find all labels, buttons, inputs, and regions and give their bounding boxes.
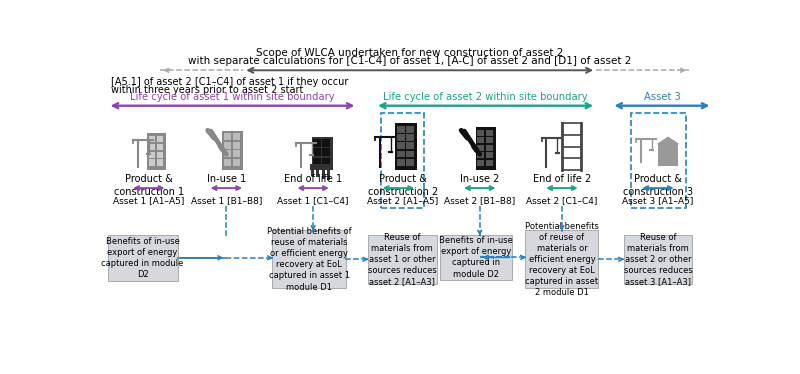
Text: with separate calculations for [C1-C4] of asset 1, [A-C] of asset 2 and [D1] of : with separate calculations for [C1-C4] o… xyxy=(188,56,632,66)
Text: Asset 2 [B1–B8]: Asset 2 [B1–B8] xyxy=(444,197,515,206)
Bar xyxy=(157,151,162,158)
FancyBboxPatch shape xyxy=(623,235,693,284)
Text: [A5.1] of asset 2 [C1–C4] of asset 1 if they occur: [A5.1] of asset 2 [C1–C4] of asset 1 if … xyxy=(111,77,348,87)
Bar xyxy=(381,113,424,208)
Bar xyxy=(397,142,405,149)
Bar xyxy=(149,159,155,166)
Text: Product &
construction 3: Product & construction 3 xyxy=(623,174,693,197)
Bar xyxy=(397,151,405,157)
Text: Reuse of
materials from
asset 2 or other
sources reduces
asset 3 [A1–A3]: Reuse of materials from asset 2 or other… xyxy=(624,233,692,286)
Text: Asset 1 [A1–A5]: Asset 1 [A1–A5] xyxy=(113,197,185,206)
Bar xyxy=(406,134,414,141)
Bar xyxy=(224,159,231,166)
Text: within three years prior to asset 2 start: within three years prior to asset 2 star… xyxy=(111,85,303,95)
Bar xyxy=(406,159,414,166)
Text: Benefits of in-use
export of energy
captured in module
D2: Benefits of in-use export of energy capt… xyxy=(102,237,184,279)
Text: Asset 3 [A1–A5]: Asset 3 [A1–A5] xyxy=(622,197,694,206)
Text: In-use 1: In-use 1 xyxy=(206,174,246,184)
Bar xyxy=(224,142,231,149)
Text: Asset 1 [B1–B8]: Asset 1 [B1–B8] xyxy=(190,197,262,206)
Bar xyxy=(486,160,493,166)
Bar xyxy=(486,152,493,158)
Bar xyxy=(233,159,239,166)
Bar xyxy=(322,158,330,166)
Bar xyxy=(233,150,239,157)
FancyBboxPatch shape xyxy=(273,230,346,288)
Text: Asset 3: Asset 3 xyxy=(643,92,680,102)
Bar xyxy=(397,134,405,141)
Text: Asset 2 [C1–C4]: Asset 2 [C1–C4] xyxy=(526,197,598,206)
Text: Potential benefits of
reuse of materials
or efficient energy
recovery at EoL
cap: Potential benefits of reuse of materials… xyxy=(267,227,351,292)
Bar xyxy=(631,113,686,208)
Bar xyxy=(327,170,330,180)
Bar xyxy=(322,148,330,156)
Bar xyxy=(395,123,417,170)
FancyBboxPatch shape xyxy=(368,235,437,284)
Bar xyxy=(406,142,414,149)
Bar xyxy=(310,170,314,176)
Text: End of life 2: End of life 2 xyxy=(533,174,591,184)
Bar xyxy=(222,131,242,170)
Text: Life cycle of asset 2 within site boundary: Life cycle of asset 2 within site bounda… xyxy=(383,92,588,102)
Bar xyxy=(233,134,239,140)
Text: In-use 2: In-use 2 xyxy=(460,174,499,184)
Bar xyxy=(313,139,321,147)
Text: Scope of WLCA undertaken for new construction of asset 2: Scope of WLCA undertaken for new constru… xyxy=(256,48,564,58)
Bar xyxy=(406,126,414,132)
Bar xyxy=(478,160,485,166)
Bar xyxy=(313,148,321,156)
Text: Reuse of
materials from
asset 1 or other
sources reduces
asset 2 [A1–A3]: Reuse of materials from asset 1 or other… xyxy=(368,233,437,286)
FancyBboxPatch shape xyxy=(108,235,178,280)
Bar xyxy=(397,126,405,132)
Bar xyxy=(157,136,162,142)
Polygon shape xyxy=(657,137,680,144)
Text: Benefits of in-use
export of energy
captured in
module D2: Benefits of in-use export of energy capt… xyxy=(439,236,513,279)
Bar xyxy=(397,159,405,166)
FancyBboxPatch shape xyxy=(526,230,598,288)
Text: Product &
construction 2: Product & construction 2 xyxy=(368,174,438,197)
Bar xyxy=(149,136,155,142)
Bar xyxy=(233,142,239,149)
Text: Asset 2 [A1–A5]: Asset 2 [A1–A5] xyxy=(367,197,438,206)
Bar xyxy=(478,152,485,158)
FancyBboxPatch shape xyxy=(440,235,511,280)
Bar xyxy=(149,144,155,150)
Bar xyxy=(157,159,162,166)
Bar xyxy=(316,170,319,177)
Bar xyxy=(322,170,325,179)
Text: Potential benefits
of reuse of
materials or
efficient energy
recovery at EoL
cap: Potential benefits of reuse of materials… xyxy=(525,221,599,297)
Bar xyxy=(147,134,166,170)
Bar xyxy=(486,129,493,136)
Bar xyxy=(310,164,334,170)
Bar xyxy=(486,137,493,143)
Bar xyxy=(486,145,493,151)
Text: End of life 1: End of life 1 xyxy=(284,174,342,184)
Text: Asset 1 [C1–C4]: Asset 1 [C1–C4] xyxy=(278,197,349,206)
Bar xyxy=(149,151,155,158)
Bar xyxy=(157,144,162,150)
Bar xyxy=(478,137,485,143)
Bar xyxy=(658,144,678,166)
Bar xyxy=(224,134,231,140)
Bar xyxy=(478,129,485,136)
Bar xyxy=(478,145,485,151)
Bar xyxy=(406,151,414,157)
Bar xyxy=(476,127,496,170)
Bar xyxy=(224,150,231,157)
Bar xyxy=(322,139,330,147)
Text: Life cycle of asset 1 within site boundary: Life cycle of asset 1 within site bounda… xyxy=(130,92,335,102)
Bar xyxy=(313,158,321,166)
Bar xyxy=(311,137,334,170)
Text: Product &
construction 1: Product & construction 1 xyxy=(114,174,184,197)
